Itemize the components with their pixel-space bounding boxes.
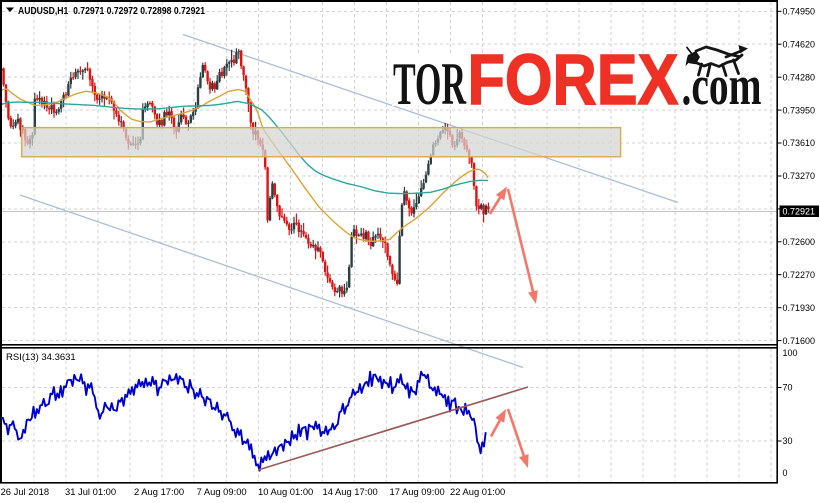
svg-text:2 Aug 17:00: 2 Aug 17:00 xyxy=(134,486,184,497)
svg-text:0.71930: 0.71930 xyxy=(783,303,816,313)
svg-text:AUDUSD,H1 0.72971 0.72972 0.7: AUDUSD,H1 0.72971 0.72972 0.72898 0.7292… xyxy=(18,6,205,17)
svg-text:70: 70 xyxy=(783,383,793,393)
svg-text:100: 100 xyxy=(783,348,798,358)
svg-text:10 Aug 01:00: 10 Aug 01:00 xyxy=(258,486,313,497)
svg-text:0.74280: 0.74280 xyxy=(783,72,816,82)
svg-text:31 Jul 01:00: 31 Jul 01:00 xyxy=(65,486,116,497)
svg-text:30: 30 xyxy=(783,436,793,446)
svg-text:TOR: TOR xyxy=(393,51,466,117)
svg-text:0.73950: 0.73950 xyxy=(783,105,816,115)
svg-text:7 Aug 09:00: 7 Aug 09:00 xyxy=(197,486,247,497)
svg-text:RSI(13) 34.3631: RSI(13) 34.3631 xyxy=(6,352,76,363)
svg-text:14 Aug 17:00: 14 Aug 17:00 xyxy=(323,486,378,497)
svg-text:0.74620: 0.74620 xyxy=(783,39,816,49)
svg-text:0.72270: 0.72270 xyxy=(783,270,816,280)
svg-text:0.71600: 0.71600 xyxy=(783,336,816,346)
svg-text:0.74950: 0.74950 xyxy=(783,7,816,17)
svg-text:0.72921: 0.72921 xyxy=(783,207,816,217)
svg-text:0.73610: 0.73610 xyxy=(783,138,816,148)
svg-text:0.72600: 0.72600 xyxy=(783,237,816,247)
svg-text:17 Aug 09:00: 17 Aug 09:00 xyxy=(390,486,445,497)
svg-text:22 Aug 01:00: 22 Aug 01:00 xyxy=(450,486,505,497)
svg-text:26 Jul 2018: 26 Jul 2018 xyxy=(1,486,49,497)
svg-text:FOREX: FOREX xyxy=(468,41,679,120)
svg-text:0: 0 xyxy=(783,468,788,478)
svg-text:0.73270: 0.73270 xyxy=(783,171,816,181)
